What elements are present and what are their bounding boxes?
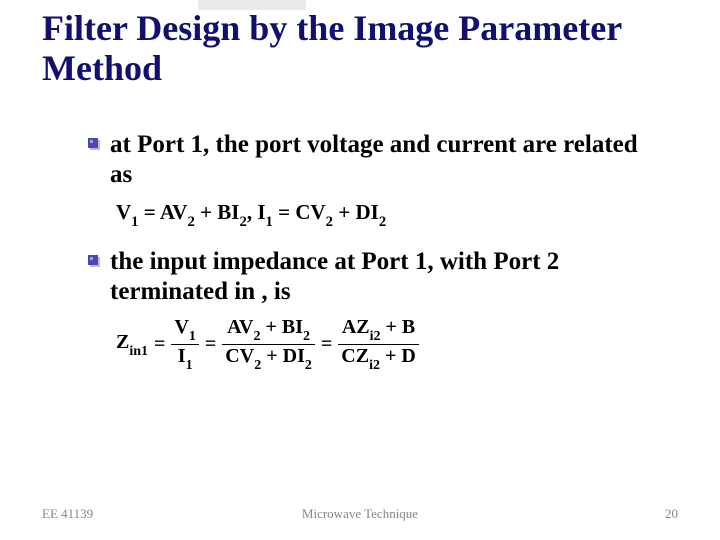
eq-sym: V <box>174 316 188 338</box>
eq-sym: = <box>273 200 295 224</box>
page-title: Filter Design by the Image Parameter Met… <box>42 8 682 89</box>
eq-sym: A <box>227 316 239 338</box>
eq-sym: C <box>341 345 355 367</box>
eq-sym: I <box>257 200 265 224</box>
eq-sub: 2 <box>239 214 246 230</box>
eq-sub: 1 <box>186 358 193 373</box>
eq-sub: 2 <box>254 358 261 373</box>
eq-sub: 1 <box>189 329 196 344</box>
eq-sub: 2 <box>253 329 260 344</box>
fraction: V1 I1 <box>171 317 198 371</box>
eq-sym: , <box>247 200 258 224</box>
eq-sym: V <box>239 316 253 338</box>
eq-sym: D <box>401 345 415 367</box>
eq-sym: B <box>217 200 231 224</box>
content-area: at Port 1, the port voltage and current … <box>88 130 658 390</box>
bullet-item: at Port 1, the port voltage and current … <box>88 130 658 190</box>
bullet-text: at Port 1, the port voltage and current … <box>110 130 658 190</box>
eq-sym: A <box>160 200 172 224</box>
eq-sub: 1 <box>131 214 138 230</box>
eq-sub: 2 <box>379 214 386 230</box>
eq-sym: V <box>116 200 131 224</box>
eq-sub: 2 <box>305 358 312 373</box>
eq-sym: V <box>311 200 326 224</box>
eq-sym: + <box>333 200 355 224</box>
eq-sym: C <box>295 200 310 224</box>
eq-sym: Z <box>116 331 129 353</box>
eq-sub: 2 <box>326 214 333 230</box>
eq-sym: = <box>205 333 216 356</box>
eq-sym: Z <box>356 345 369 367</box>
eq-sub: i2 <box>370 329 381 344</box>
eq-sym: I <box>178 345 186 367</box>
eq-sym: I <box>371 200 379 224</box>
eq-sym: Z <box>356 316 369 338</box>
eq-sym: I <box>297 345 305 367</box>
eq-sym: A <box>342 316 356 338</box>
bullet-text: the input impedance at Port 1, with Port… <box>110 247 658 307</box>
eq-sym: B <box>282 316 295 338</box>
eq-sym: + <box>380 345 401 367</box>
eq-sym: B <box>402 316 415 338</box>
equation-2: Zin1 = V1 I1 = AV2 + BI2 CV2 + DI2 = AZi… <box>116 317 658 371</box>
bullet-icon <box>88 138 102 157</box>
eq-sym: C <box>225 345 239 367</box>
eq-sym: = <box>139 200 160 224</box>
eq-sym: + <box>260 316 281 338</box>
fraction: AZi2 + B CZi2 + D <box>338 317 419 371</box>
eq-sym: D <box>355 200 370 224</box>
eq-sub: 1 <box>266 214 273 230</box>
eq-sym: + <box>261 345 282 367</box>
footer-page-number: 20 <box>665 506 678 522</box>
eq-sym: V <box>240 345 254 367</box>
eq-sym: + <box>381 316 402 338</box>
bullet-item: the input impedance at Port 1, with Port… <box>88 247 658 307</box>
equation-1: V1 = AV2 + BI2, I1 = CV2 + DI2 <box>116 200 658 229</box>
eq-sym: D <box>283 345 297 367</box>
eq-sym: I <box>295 316 303 338</box>
eq-sub: in1 <box>129 344 148 359</box>
eq-sub: i2 <box>369 358 380 373</box>
eq-sym: = <box>321 333 332 356</box>
eq-sub: 2 <box>187 214 194 230</box>
bullet-icon <box>88 255 102 274</box>
eq-sym: = <box>154 333 165 356</box>
eq-sym: V <box>172 200 187 224</box>
fraction: AV2 + BI2 CV2 + DI2 <box>222 317 315 371</box>
footer-course-title: Microwave Technique <box>0 506 720 522</box>
eq-sym: + <box>195 200 217 224</box>
eq-sub: 2 <box>303 329 310 344</box>
